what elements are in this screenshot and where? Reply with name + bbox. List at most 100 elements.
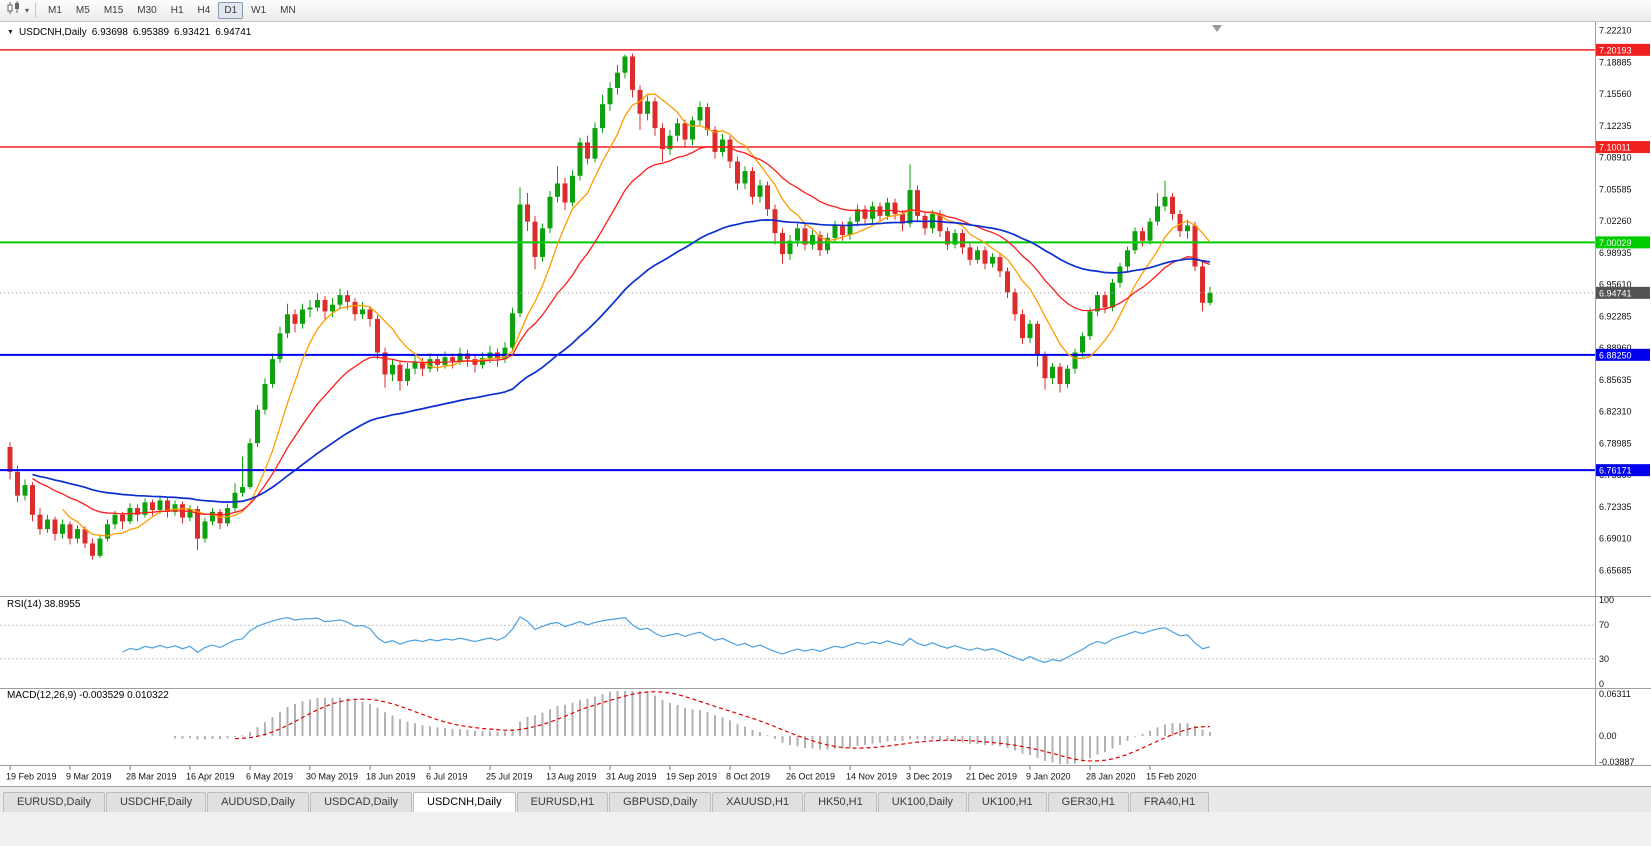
svg-text:13 Aug 2019: 13 Aug 2019 (546, 772, 597, 782)
timeframe-button-h1[interactable]: H1 (170, 5, 184, 16)
chart-shift-marker-icon[interactable] (1212, 25, 1222, 32)
date-axis[interactable]: 19 Feb 2019 9 Mar 2019 28 Mar 2019 16 Apr 2… (6, 765, 1197, 782)
chart-ohlc-header: ▼ USDCNH,Daily 6.93698 6.95389 6.93421 6… (7, 27, 251, 38)
svg-text:16 Apr 2019: 16 Apr 2019 (186, 772, 235, 782)
symbol-tab-bar: EURUSD,Daily USDCHF,Daily AUDUSD,Daily USDC… (0, 786, 1651, 812)
symbol-tab-usdcad-daily[interactable]: USDCAD,Daily (310, 792, 413, 812)
chart-type-button[interactable] (4, 1, 24, 20)
svg-text:6.92285: 6.92285 (1599, 311, 1632, 321)
svg-text:30: 30 (1599, 654, 1609, 664)
symbol-tab-uk100-h1[interactable]: UK100,H1 (967, 792, 1047, 812)
timeframe-button-h4[interactable]: H4 (197, 5, 211, 16)
bottom-filler (0, 812, 1651, 846)
symbol-tab-audusd-daily[interactable]: AUDUSD,Daily (207, 792, 310, 812)
macd-indicator-label: MACD(12,26,9) -0.003529 0.010322 (7, 690, 169, 701)
svg-text:7.02260: 7.02260 (1599, 216, 1632, 226)
timeframe-button-m5[interactable]: M5 (75, 5, 90, 16)
price-badges-layer: 7.20193 7.10011 7.00029 6.88250 6.76171 6.947… (1596, 43, 1650, 477)
svg-text:6.72335: 6.72335 (1599, 502, 1632, 512)
svg-text:0.06311: 0.06311 (1599, 689, 1631, 699)
price-axis[interactable]: 7.22210 7.18885 7.15560 7.12235 7.08910 7.055… (1599, 26, 1635, 767)
svg-text:6.78985: 6.78985 (1599, 438, 1632, 448)
date-axis-strip (0, 766, 1651, 788)
svg-text:6.65685: 6.65685 (1599, 565, 1632, 575)
svg-text:18 Jun 2019: 18 Jun 2019 (366, 772, 416, 782)
chart-canvas[interactable]: 7.22210 7.18885 7.15560 7.12235 7.08910 7.055… (0, 0, 1651, 788)
svg-text:100: 100 (1599, 595, 1614, 605)
ma-slow-line (32, 218, 1211, 503)
svg-text:6.98935: 6.98935 (1599, 248, 1632, 258)
candlestick-chart-icon (6, 1, 22, 20)
horizontal-levels-layer[interactable] (0, 49, 1595, 472)
chart-background (0, 22, 1651, 766)
timeframe-button-mn[interactable]: MN (280, 5, 296, 16)
svg-text:6.95610: 6.95610 (1599, 280, 1632, 290)
svg-text:-0.03887: -0.03887 (1599, 757, 1635, 767)
svg-text:6.94741: 6.94741 (1599, 288, 1632, 298)
svg-text:28 Jan 2020: 28 Jan 2020 (1086, 772, 1136, 782)
chart-symbol-label: USDCNH,Daily (18, 27, 87, 38)
svg-text:6 Jul 2019: 6 Jul 2019 (426, 772, 468, 782)
top-toolbar: ▾ M1 M5 M15 M30 H1 H4 D1 W1 MN (0, 0, 1651, 22)
svg-text:7.22210: 7.22210 (1599, 26, 1632, 36)
svg-text:19 Feb 2019: 19 Feb 2019 (6, 772, 57, 782)
ohlc-low: 6.93421 (174, 27, 211, 38)
svg-text:70: 70 (1599, 620, 1609, 630)
timeframe-button-m30[interactable]: M30 (137, 5, 157, 16)
ohlc-close: 6.94741 (215, 27, 252, 38)
svg-text:7.12235: 7.12235 (1599, 121, 1632, 131)
symbol-tab-ger30-h1[interactable]: GER30,H1 (1047, 792, 1129, 812)
svg-text:19 Sep 2019: 19 Sep 2019 (666, 772, 717, 782)
timeframe-button-m15[interactable]: M15 (103, 5, 124, 16)
symbol-tab-fra40-h1[interactable]: FRA40,H1 (1129, 792, 1210, 812)
svg-text:30 May 2019: 30 May 2019 (306, 772, 358, 782)
ma-fast-line (62, 93, 1211, 537)
svg-text:7.18885: 7.18885 (1599, 57, 1632, 67)
svg-text:28 Mar 2019: 28 Mar 2019 (126, 772, 177, 782)
svg-text:7.05585: 7.05585 (1599, 184, 1632, 194)
timeframe-button-d1[interactable]: D1 (218, 2, 244, 19)
ohlc-open: 6.93698 (91, 27, 128, 38)
svg-text:0: 0 (1599, 679, 1604, 689)
svg-text:6.85635: 6.85635 (1599, 375, 1632, 385)
svg-text:8 Oct 2019: 8 Oct 2019 (726, 772, 770, 782)
toolbar-separator (35, 3, 37, 18)
symbol-tab-xauusd-h1[interactable]: XAUUSD,H1 (712, 792, 804, 812)
symbol-menu-caret-icon[interactable]: ▼ (7, 29, 14, 36)
timeframe-button-m1[interactable]: M1 (48, 5, 62, 16)
svg-text:6.88250: 6.88250 (1599, 350, 1632, 360)
rsi-indicator-label: RSI(14) 38.8955 (7, 599, 81, 610)
svg-text:15 Feb 2020: 15 Feb 2020 (1146, 772, 1197, 782)
svg-text:7.10011: 7.10011 (1599, 143, 1631, 153)
symbol-tab-uk100-daily[interactable]: UK100,Daily (877, 792, 967, 812)
svg-text:6 May 2019: 6 May 2019 (246, 772, 293, 782)
symbol-tab-usdcnh-daily[interactable]: USDCNH,Daily (413, 792, 516, 812)
symbol-tab-eurusd-h1[interactable]: EURUSD,H1 (516, 792, 609, 812)
symbol-tab-gbpusd-daily[interactable]: GBPUSD,Daily (609, 792, 712, 812)
symbol-tab-hk50-h1[interactable]: HK50,H1 (804, 792, 877, 812)
svg-text:9 Jan 2020: 9 Jan 2020 (1026, 772, 1071, 782)
rsi-line (122, 616, 1211, 664)
svg-text:6.69010: 6.69010 (1599, 534, 1632, 544)
macd-signal-line (234, 691, 1211, 762)
svg-text:0.00: 0.00 (1599, 731, 1617, 741)
ohlc-high: 6.95389 (132, 27, 170, 38)
svg-text:14 Nov 2019: 14 Nov 2019 (846, 772, 897, 782)
macd-histogram-layer (174, 691, 1211, 764)
symbol-tab-eurusd-daily[interactable]: EURUSD,Daily (3, 792, 105, 812)
svg-text:9 Mar 2019: 9 Mar 2019 (66, 772, 112, 782)
svg-text:6.76171: 6.76171 (1599, 466, 1632, 476)
svg-text:21 Dec 2019: 21 Dec 2019 (966, 772, 1017, 782)
svg-text:7.15560: 7.15560 (1599, 89, 1632, 99)
symbol-tab-usdchf-daily[interactable]: USDCHF,Daily (105, 792, 207, 812)
svg-text:7.20193: 7.20193 (1599, 45, 1632, 55)
svg-text:25 Jul 2019: 25 Jul 2019 (486, 772, 533, 782)
timeframe-button-w1[interactable]: W1 (251, 5, 267, 16)
svg-text:6.88960: 6.88960 (1599, 343, 1632, 353)
svg-text:3 Dec 2019: 3 Dec 2019 (906, 772, 952, 782)
chevron-down-icon[interactable]: ▾ (25, 6, 30, 15)
svg-text:26 Oct 2019: 26 Oct 2019 (786, 772, 835, 782)
svg-text:7.00029: 7.00029 (1599, 238, 1632, 248)
ma-mid-line (32, 145, 1211, 516)
